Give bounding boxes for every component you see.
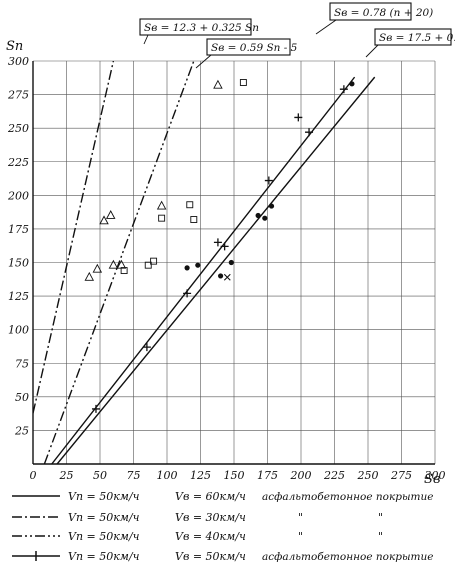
regression-line — [33, 61, 115, 414]
square-point — [158, 214, 166, 222]
plus-point — [213, 238, 222, 247]
legend-surface: " — [298, 530, 303, 543]
cross-point — [223, 273, 231, 281]
y-tick-label: 250 — [7, 122, 29, 135]
equation-box — [329, 2, 412, 21]
legend-surface: асфальтобетонное покрытие — [262, 551, 433, 563]
triangle-point — [92, 263, 103, 273]
triangle-point — [105, 210, 116, 219]
y-axis-label: Sп — [6, 39, 23, 54]
legend-surface: " — [298, 511, 303, 524]
equation-leader — [365, 44, 379, 58]
x-tick-label: 150 — [224, 469, 245, 482]
data-points — [84, 79, 355, 413]
square-point — [150, 257, 158, 265]
legend-vv: Vв = 40км/ч — [175, 530, 246, 543]
legend: Vп = 50км/ч Vв = 60км/ч асфальтобетонное п… — [12, 490, 433, 563]
regression-line — [43, 61, 195, 464]
triangle-point — [156, 200, 167, 210]
square-point — [190, 216, 198, 223]
dot-point — [262, 215, 268, 221]
legend-vn: Vп = 50км/ч — [68, 550, 140, 563]
plus-point — [183, 289, 192, 298]
y-tick-label: 25 — [14, 424, 29, 437]
triangle-point — [213, 79, 223, 89]
plus-point — [294, 113, 303, 122]
y-tick-label: 200 — [7, 189, 29, 202]
equation-label: Sв = 0.78 (п + 20) — [334, 7, 433, 19]
plus-point — [142, 343, 151, 352]
equation-leader — [143, 34, 149, 45]
grid — [33, 60, 436, 464]
y-tick-label: 175 — [8, 223, 29, 236]
x-tick-label: 175 — [257, 469, 278, 482]
plus-point — [91, 404, 100, 413]
equation-box — [206, 38, 291, 56]
triangle-point — [84, 271, 95, 281]
square-point — [186, 201, 194, 209]
x-tick-label: 225 — [323, 469, 345, 482]
axes — [32, 61, 435, 465]
x-tick-label: 275 — [390, 469, 412, 482]
dot-point — [195, 262, 201, 268]
y-tick-label: 125 — [8, 290, 29, 303]
dot-point — [255, 212, 261, 219]
legend-vv: Vв = 30км/ч — [175, 511, 246, 524]
legend-surface: асфальтобетонное покрытие — [262, 491, 433, 503]
y-tick-label: 75 — [15, 357, 29, 370]
x-tick-label: 125 — [190, 469, 211, 482]
x-tick-label: 25 — [59, 469, 74, 482]
dot-point — [228, 259, 234, 266]
plus-point — [339, 85, 348, 94]
tick-labels: 0 25 50 75 100 125 150 175 200 225 250 275 300 25 50 75… — [7, 55, 446, 482]
x-tick-label: 100 — [157, 469, 178, 482]
plus-point — [220, 242, 229, 251]
y-tick-label: 275 — [7, 89, 29, 102]
x-tick-label: 0 — [30, 469, 37, 482]
legend-vn: Vп = 50км/ч — [68, 511, 140, 524]
dot-point — [268, 203, 275, 209]
plus-point — [305, 128, 314, 137]
equation-labels: Sв = 12.3 + 0.325 Sп Sв = 0.59 Sп - 5 Sв =… — [139, 2, 455, 69]
triangle-point — [99, 215, 109, 225]
legend-vn: Vп = 50км/ч — [68, 490, 140, 503]
legend-vv: Vв = 50км/ч — [175, 550, 246, 563]
equation-label: Sв = 12.3 + 0.325 Sп — [144, 22, 259, 34]
equation-box — [374, 28, 452, 46]
y-tick-label: 300 — [8, 55, 29, 68]
legend-vv: Vв = 60км/ч — [175, 490, 246, 503]
equation-label: Sв = 0.59 Sп - 5 — [211, 42, 298, 54]
equation-leader — [315, 19, 337, 35]
x-tick-label: 250 — [357, 469, 379, 482]
square-point — [239, 79, 247, 86]
x-tick-label: 75 — [127, 469, 141, 482]
plus-point — [264, 176, 273, 185]
square-point — [120, 267, 128, 275]
regression-line — [51, 76, 356, 464]
regression-line — [56, 76, 376, 464]
triangle-point — [108, 259, 119, 269]
dot-point — [349, 81, 355, 87]
equation-box — [139, 18, 252, 36]
legend-surface: " — [378, 511, 383, 524]
dot-point — [218, 273, 224, 279]
dot-point — [184, 265, 190, 271]
equation-leader — [195, 54, 212, 69]
y-tick-label: 50 — [15, 391, 29, 404]
y-tick-label: 225 — [7, 156, 29, 169]
y-tick-label: 100 — [8, 324, 29, 337]
square-point — [144, 261, 152, 269]
y-tick-label: 150 — [8, 257, 29, 270]
legend-surface: " — [378, 530, 383, 543]
x-tick-label: 50 — [93, 469, 107, 482]
regression-lines — [33, 61, 376, 464]
equation-label: Sв = 17.5 + 0.85п — [379, 32, 455, 44]
x-axis-label: Sв — [424, 472, 440, 487]
legend-vn: Vп = 50км/ч — [68, 530, 140, 543]
x-tick-label: 300 — [425, 469, 446, 482]
x-tick-label: 200 — [290, 469, 312, 482]
